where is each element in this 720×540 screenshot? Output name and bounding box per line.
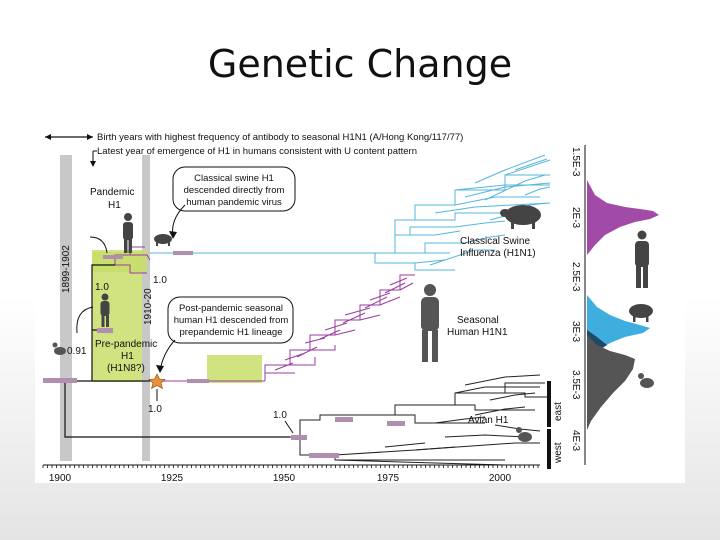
support-avian-tick [284,420,294,434]
rate-tick-6: 4E-3 [570,430,581,452]
pandemic-arrow [89,236,108,254]
phylogeny-svg: 1899-1902 1910-20 Birth years with highe… [42,132,659,483]
prepandemic-label-1: Pre-pandemic [95,339,157,350]
prepandemic-arrow [76,306,94,334]
pig-icon-density [629,304,653,322]
callout-postpandemic-line1: Post-pandemic seasonal [179,303,283,314]
band1-label: 1899-1902 [61,245,72,293]
root-node-bar [43,378,77,383]
band-1910-1920 [142,155,150,461]
header-arrowhead-2 [90,161,96,167]
human-icon-pandemic [123,213,133,253]
callout-classical-line3: human pandemic virus [186,197,282,208]
east-label: east [553,402,564,421]
prepandemic-label-2: H1 [121,351,134,362]
classical-swine-label-1: Classical Swine [460,236,530,247]
band-1899-1902 [60,155,72,461]
swine-clade [150,154,551,271]
support-prepandemic: 0.91 [67,346,87,357]
avian-label: Avian H1 [468,415,509,426]
header-arrowhead-1b [87,134,93,140]
avian-node-bar-4 [387,421,405,426]
pig-icon-large [500,205,541,229]
seasonal-label-1: Seasonal [457,315,499,326]
callout-postpandemic-line3: prepandemic H1 lineage [180,327,283,338]
avian-clade [290,374,547,466]
pandemic-label-1: Pandemic [90,187,134,198]
pandemic-node-bar [103,255,123,259]
rate-tick-1: 1.5E-3 [570,147,581,177]
duck-icon-avian [516,427,532,442]
x-tick-1975: 1975 [377,473,400,483]
east-bar [547,381,551,427]
header-line1: Birth years with highest frequency of an… [97,132,463,143]
support-avian: 1.0 [273,410,287,421]
seasonal-label-2: Human H1N1 [447,327,508,338]
human-icon-density [635,230,649,288]
west-bar [547,429,551,469]
avian-node-bar-3 [335,417,353,422]
x-tick-1950: 1950 [273,473,296,483]
callout-postpandemic [167,296,294,344]
phylogeny-figure: 1899-1902 1910-20 Birth years with highe… [35,125,685,483]
classical-swine-label-2: Influenza (H1N1) [460,248,536,259]
pig-icon-small [154,234,172,246]
rate-tick-2: 2E-3 [570,207,581,229]
callout-classical-arrowhead [169,231,177,239]
avian-node-bar-1 [291,435,307,440]
support-pandemic: 1.0 [95,282,109,293]
swine-node-bar [173,251,193,255]
density-avian [587,335,635,430]
rate-tick-4: 3E-3 [570,321,581,343]
duck-icon-prepandemic [52,342,66,355]
seasonal-clade [114,246,415,382]
west-label: west [553,442,564,464]
callout-classical-line2: descended directly from [184,185,285,196]
duck-icon-density [638,373,654,388]
human-icon-prepandemic [100,293,110,327]
density-human-h1n1 [587,180,659,255]
human-icon-seasonal [421,284,439,362]
rate-tick-5: 3.5E-3 [570,370,581,400]
rate-tick-3: 2.5E-3 [570,262,581,292]
callout-classical [172,166,296,212]
prepandemic-box-main [92,252,142,382]
avian-node-bar-2 [309,453,339,458]
support-seasonal: 1.0 [148,404,162,415]
x-axis-minor-ticks [42,465,539,468]
pandemic-label-2: H1 [108,200,121,211]
callout-classical-line1: Classical swine H1 [194,173,274,184]
prepandemic-box-top [92,250,147,272]
prepandemic-node-bar [97,328,113,333]
header-line2: Latest year of emergence of H1 in humans… [97,146,417,157]
prepandemic-label-3: (H1N8?) [107,363,145,374]
slide-title: Genetic Change [207,42,513,86]
callout-postpandemic-line2: human H1 descended from [174,315,289,326]
band2-label: 1910-20 [143,288,154,325]
star-icon [148,373,166,390]
callout-postpandemic-arrowhead [156,365,164,373]
x-tick-1925: 1925 [161,473,184,483]
prepandemic-box-seasonal [207,355,262,383]
x-tick-1900: 1900 [49,473,72,483]
seasonal-node-bar [187,379,209,383]
header-arrowhead-1a [45,134,51,140]
support-swine: 1.0 [153,275,167,286]
x-tick-2000: 2000 [489,473,512,483]
